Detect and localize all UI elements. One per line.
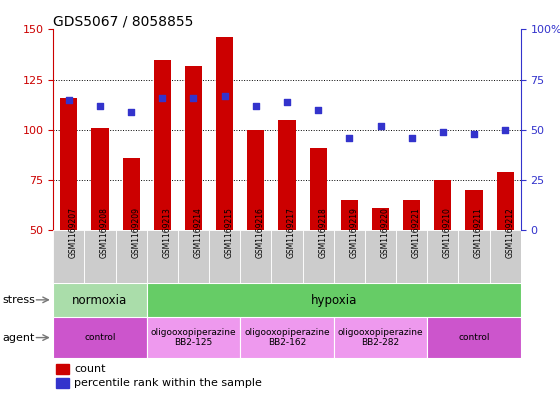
Bar xyxy=(53,230,85,283)
Bar xyxy=(427,230,459,283)
Bar xyxy=(240,317,334,358)
Text: GSM1169215: GSM1169215 xyxy=(225,207,234,258)
Bar xyxy=(435,180,451,230)
Text: GDS5067 / 8058855: GDS5067 / 8058855 xyxy=(53,14,194,28)
Point xyxy=(282,99,291,105)
Point xyxy=(64,96,73,103)
Bar xyxy=(209,230,240,283)
Bar xyxy=(216,37,233,230)
Bar xyxy=(248,130,264,230)
Bar xyxy=(85,230,115,283)
Text: GSM1169210: GSM1169210 xyxy=(443,207,452,258)
Text: agent: agent xyxy=(3,332,35,343)
Text: GSM1169216: GSM1169216 xyxy=(256,207,265,258)
Bar xyxy=(147,230,178,283)
Text: GSM1169208: GSM1169208 xyxy=(100,207,109,258)
Bar xyxy=(115,230,147,283)
Bar xyxy=(465,190,483,230)
Point xyxy=(345,134,354,141)
Bar xyxy=(334,230,365,283)
Text: GSM1169221: GSM1169221 xyxy=(412,207,421,258)
Bar xyxy=(272,230,302,283)
Bar xyxy=(396,230,427,283)
Bar xyxy=(240,230,272,283)
Text: GSM1169213: GSM1169213 xyxy=(162,207,171,258)
Bar xyxy=(147,317,240,358)
Bar xyxy=(178,230,209,283)
Bar xyxy=(489,230,521,283)
Bar xyxy=(60,97,77,230)
Bar xyxy=(334,317,427,358)
Point xyxy=(189,94,198,101)
Bar xyxy=(365,230,396,283)
Point xyxy=(501,127,510,133)
Point xyxy=(158,94,167,101)
Text: percentile rank within the sample: percentile rank within the sample xyxy=(74,378,262,388)
Text: hypoxia: hypoxia xyxy=(311,294,357,307)
Bar xyxy=(53,283,147,317)
Text: oligooxopiperazine
BB2-162: oligooxopiperazine BB2-162 xyxy=(244,328,330,347)
Bar xyxy=(55,378,69,387)
Bar xyxy=(427,317,521,358)
Bar xyxy=(341,200,358,230)
Bar xyxy=(147,283,521,317)
Point xyxy=(407,134,416,141)
Text: GSM1169218: GSM1169218 xyxy=(318,207,327,258)
Text: GSM1169214: GSM1169214 xyxy=(194,207,203,258)
Text: oligooxopiperazine
BB2-125: oligooxopiperazine BB2-125 xyxy=(151,328,236,347)
Point xyxy=(314,107,323,113)
Bar xyxy=(403,200,420,230)
Text: GSM1169219: GSM1169219 xyxy=(349,207,358,258)
Bar xyxy=(154,59,171,230)
Bar xyxy=(372,208,389,230)
Bar xyxy=(310,148,326,230)
Text: control: control xyxy=(458,333,490,342)
Bar xyxy=(185,66,202,230)
Point xyxy=(95,103,104,109)
Point xyxy=(376,123,385,129)
Bar xyxy=(497,172,514,230)
Bar xyxy=(91,128,109,230)
Point xyxy=(251,103,260,109)
Point xyxy=(127,108,136,115)
Point xyxy=(220,92,229,99)
Bar xyxy=(302,230,334,283)
Point xyxy=(469,130,478,137)
Bar xyxy=(55,364,69,373)
Text: GSM1169211: GSM1169211 xyxy=(474,207,483,258)
Text: normoxia: normoxia xyxy=(72,294,128,307)
Text: GSM1169220: GSM1169220 xyxy=(381,207,390,258)
Text: GSM1169217: GSM1169217 xyxy=(287,207,296,258)
Text: GSM1169212: GSM1169212 xyxy=(505,207,514,258)
Text: GSM1169209: GSM1169209 xyxy=(131,207,140,258)
Bar xyxy=(123,158,139,230)
Text: control: control xyxy=(84,333,116,342)
Bar xyxy=(459,230,489,283)
Point xyxy=(438,129,447,135)
Text: GSM1169207: GSM1169207 xyxy=(69,207,78,258)
Text: count: count xyxy=(74,364,106,374)
Bar xyxy=(53,317,147,358)
Text: oligooxopiperazine
BB2-282: oligooxopiperazine BB2-282 xyxy=(338,328,423,347)
Text: stress: stress xyxy=(3,295,36,305)
Bar xyxy=(278,119,296,230)
